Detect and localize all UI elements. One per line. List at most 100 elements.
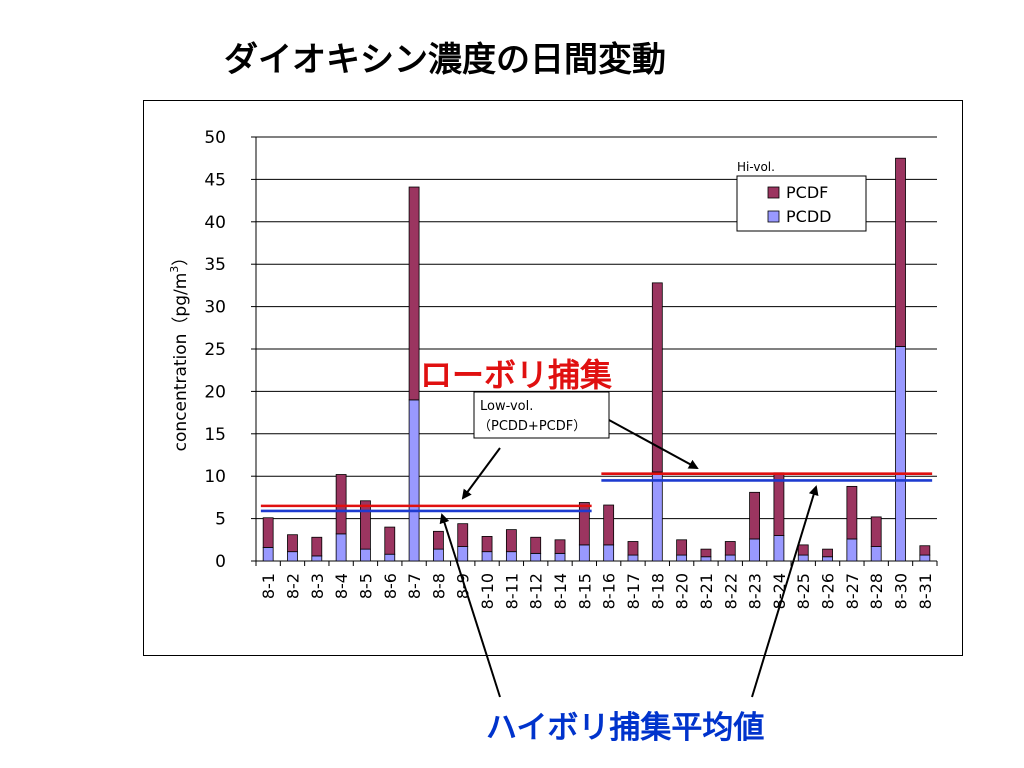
bar-pcdd: [603, 544, 615, 562]
hi-vol-arrow-right: [751, 485, 819, 698]
bar-pcdd: [651, 471, 663, 562]
chart-title: ダイオキシン濃度の日間変動: [224, 40, 666, 80]
y-tick-label: 40: [204, 213, 226, 233]
y-tick-label: 0: [215, 552, 226, 572]
bar-pcdd: [384, 553, 396, 562]
bar-pcdf: [700, 548, 712, 558]
bar-pcdd: [481, 551, 493, 562]
bar-pcdf: [822, 548, 833, 558]
legend-swatch: [767, 186, 780, 199]
x-tick-label: 8-16: [600, 573, 619, 609]
bar-pcdd: [554, 552, 566, 562]
bar-pcdd: [627, 554, 639, 562]
bar-pcdd: [895, 346, 906, 562]
bar-pcdf: [651, 282, 663, 473]
x-tick-label: 8-22: [721, 573, 740, 609]
bar-pcdd: [578, 544, 590, 562]
bar-pcdf: [433, 530, 444, 550]
legend-title: Hi-vol.: [737, 160, 775, 174]
bar-pcdf: [384, 526, 396, 555]
bar-pcdf: [870, 516, 882, 547]
bar-pcdf: [603, 504, 615, 546]
bar-pcdf: [481, 536, 493, 553]
bar-pcdd: [700, 556, 712, 562]
bar-pcdd: [408, 399, 420, 562]
legend-entry: PCDD: [786, 207, 831, 226]
hi-vol-arrow-left: [439, 513, 501, 698]
low-vol-arrow-right: [608, 419, 699, 469]
x-tick-label: 8-7: [405, 573, 424, 599]
y-tick-label: 25: [204, 340, 226, 360]
bar-pcdd: [311, 555, 323, 562]
low-vol-box-label-2: （PCDD+PCDF）: [478, 419, 586, 434]
bar-pcdf: [895, 157, 906, 347]
x-tick-label: 8-1: [259, 573, 278, 599]
bar-pcdf: [919, 545, 931, 556]
legend-swatch: [767, 210, 780, 223]
x-tick-label: 8-18: [648, 573, 667, 609]
bar-pcdf: [287, 534, 298, 553]
y-tick-label: 15: [204, 425, 226, 445]
bar-pcdd: [335, 533, 347, 562]
low-vol-box: [473, 391, 610, 439]
bar-pcdf: [627, 541, 639, 556]
bar-pcdd: [360, 548, 371, 562]
bar-pcdf: [360, 500, 371, 550]
y-axis-label: concentration（pg/m3）: [168, 249, 191, 452]
x-tick-label: 8-2: [283, 573, 302, 599]
bar-pcdf: [408, 186, 420, 401]
bar-pcdf: [505, 529, 517, 553]
bar-pcdd: [262, 547, 274, 562]
y-tick-label: 30: [204, 298, 226, 318]
x-tick-label: 8-28: [867, 573, 886, 609]
x-tick-label: 8-15: [575, 573, 594, 609]
x-tick-label: 8-4: [332, 573, 351, 599]
x-tick-label: 8-25: [794, 573, 813, 609]
bar-pcdd: [822, 556, 833, 562]
y-tick-label: 20: [204, 382, 226, 402]
bar-pcdd: [797, 554, 809, 562]
y-tick-label: 5: [215, 510, 226, 530]
bar-pcdf: [311, 536, 323, 557]
bar-pcdf: [797, 544, 809, 556]
bar-pcdf: [773, 472, 785, 536]
legend-box: [736, 175, 867, 232]
x-tick-label: 8-23: [746, 573, 765, 609]
x-tick-label: 8-6: [381, 573, 400, 599]
bar-pcdd: [724, 554, 736, 562]
x-tick-label: 8-20: [673, 573, 692, 609]
x-tick-label: 8-5: [356, 573, 375, 599]
hi-vol-heading: ハイボリ捕集平均値: [486, 710, 765, 746]
bar-pcdf: [724, 541, 736, 556]
bar-pcdf: [676, 539, 688, 556]
low-vol-arrow-left: [461, 447, 501, 500]
bar-pcdf: [554, 539, 566, 554]
x-tick-label: 8-24: [770, 573, 789, 609]
x-tick-label: 8-11: [502, 573, 521, 609]
x-tick-label: 8-9: [454, 573, 473, 599]
bar-pcdf: [335, 474, 347, 535]
bar-pcdd: [846, 538, 858, 562]
bar-pcdf: [457, 523, 469, 547]
bar-pcdd: [530, 552, 542, 562]
y-tick-label: 45: [204, 170, 226, 190]
y-tick-label: 10: [204, 467, 226, 487]
x-tick-label: 8-31: [916, 573, 935, 609]
x-tick-label: 8-17: [624, 573, 643, 609]
bar-pcdd: [433, 548, 444, 562]
bar-pcdf: [530, 536, 542, 554]
x-tick-label: 8-3: [308, 573, 327, 599]
bar-pcdd: [749, 538, 760, 562]
x-tick-label: 8-26: [819, 573, 838, 609]
bar-pcdd: [505, 551, 517, 562]
bar-pcdf: [578, 502, 590, 546]
x-tick-label: 8-12: [527, 573, 546, 609]
x-tick-label: 8-21: [697, 573, 716, 609]
low-vol-heading: ローボリ捕集: [420, 356, 612, 394]
legend-entry: PCDF: [786, 183, 828, 202]
x-tick-label: 8-30: [892, 573, 911, 609]
bar-pcdf: [749, 491, 760, 540]
x-tick-label: 8-27: [843, 573, 862, 609]
y-tick-label: 50: [204, 128, 226, 148]
